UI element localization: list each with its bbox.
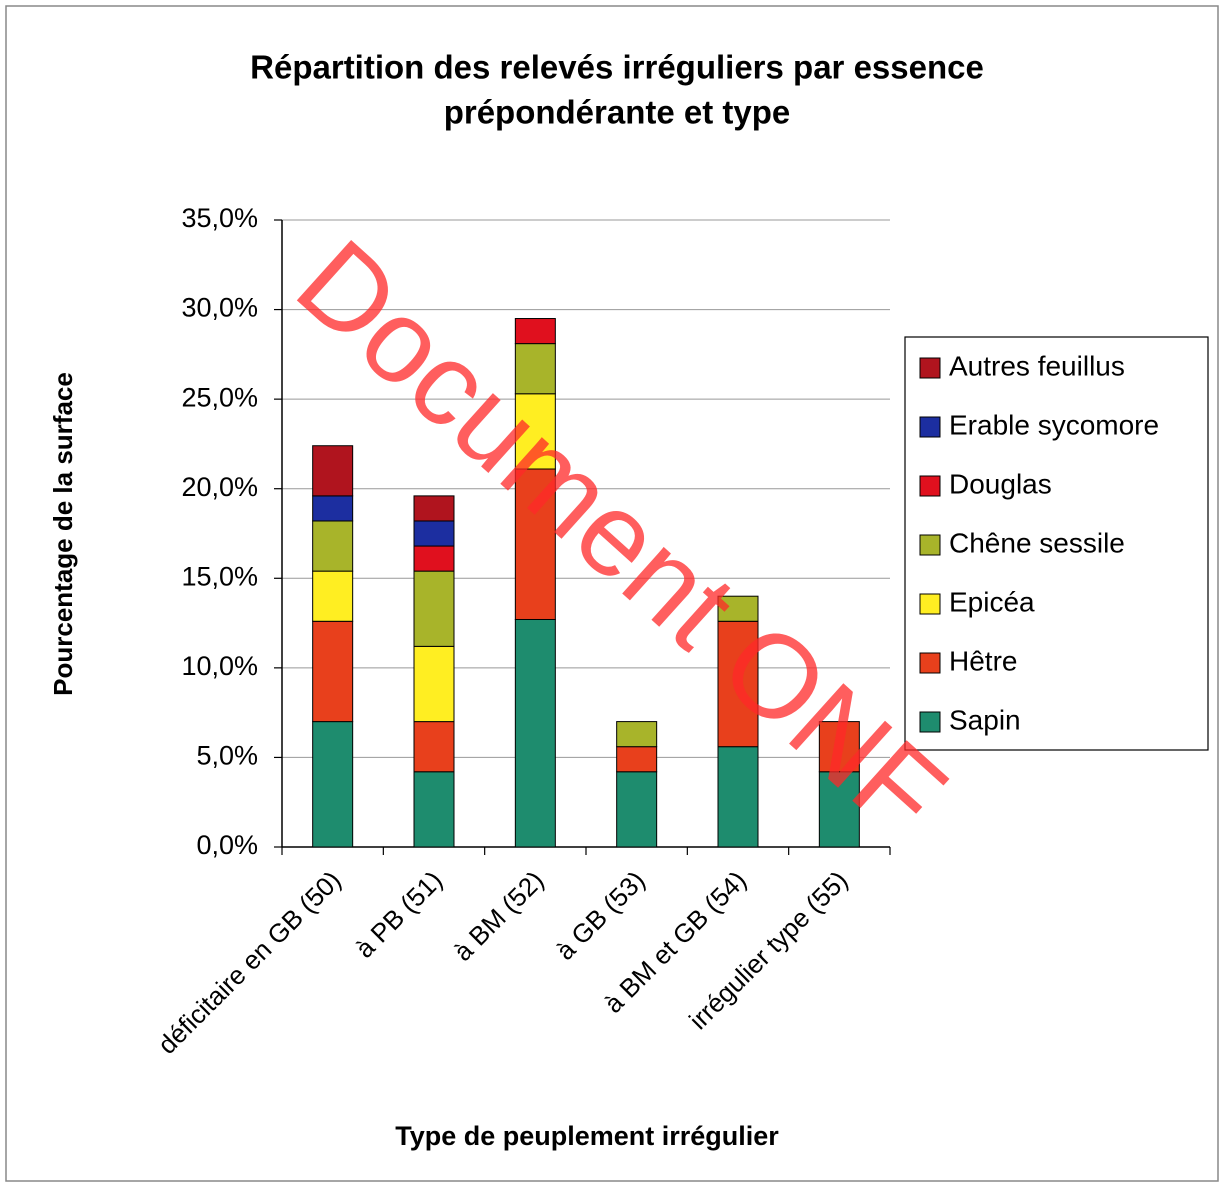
bar-segment	[616, 746, 658, 773]
bar-segment	[818, 771, 860, 848]
bar-segment	[312, 495, 354, 522]
y-tick-label: 30,0%	[181, 293, 258, 323]
bar-segment	[413, 645, 455, 723]
bar-segment	[312, 721, 354, 848]
bar-segment	[514, 618, 556, 848]
legend-swatch	[919, 711, 941, 733]
x-axis-label: Type de peuplement irrégulier	[395, 1121, 779, 1151]
legend-label: Sapin	[949, 704, 1021, 735]
bar-segment	[514, 343, 556, 395]
bar-segment	[616, 771, 658, 848]
y-tick-label: 35,0%	[181, 203, 258, 233]
bar-segment	[413, 545, 455, 572]
bar-segment	[312, 445, 354, 497]
y-tick-label: 25,0%	[181, 382, 258, 412]
bar-segment	[413, 495, 455, 522]
y-tick-label: 5,0%	[196, 741, 258, 771]
legend-box	[904, 336, 1209, 751]
bar-segment	[312, 520, 354, 572]
bar-segment	[616, 721, 658, 748]
bar-segment	[413, 721, 455, 773]
chart-title: prépondérante et type	[444, 94, 791, 131]
y-tick-label: 0,0%	[196, 830, 258, 860]
bar-segment	[818, 721, 860, 773]
bar-segment	[717, 620, 759, 748]
legend-label: Chêne sessile	[949, 527, 1125, 558]
legend-label: Autres feuillus	[949, 350, 1125, 381]
legend-label: Erable sycomore	[949, 409, 1159, 440]
bar-segment	[312, 620, 354, 723]
bar-segment	[514, 318, 556, 345]
bar-segment	[413, 520, 455, 547]
legend-swatch	[919, 357, 941, 379]
bar-segment	[514, 468, 556, 620]
chart-title: Répartition des relevés irréguliers par …	[250, 49, 984, 86]
y-axis-label: Pourcentage de la surface	[48, 372, 78, 696]
bar-segment	[717, 746, 759, 848]
y-tick-label: 15,0%	[181, 561, 258, 591]
bar-segment	[514, 393, 556, 470]
legend-label: Hêtre	[949, 645, 1017, 676]
bar-segment	[717, 595, 759, 622]
bar-segment	[413, 570, 455, 647]
y-tick-label: 10,0%	[181, 651, 258, 681]
legend-swatch	[919, 652, 941, 674]
legend-swatch	[919, 416, 941, 438]
bar-segment	[312, 570, 354, 622]
y-tick-label: 20,0%	[181, 472, 258, 502]
bar-segment	[413, 771, 455, 848]
legend-label: Douglas	[949, 468, 1052, 499]
legend-swatch	[919, 593, 941, 615]
legend-swatch	[919, 475, 941, 497]
legend-label: Epicéa	[949, 586, 1035, 617]
legend-swatch	[919, 534, 941, 556]
